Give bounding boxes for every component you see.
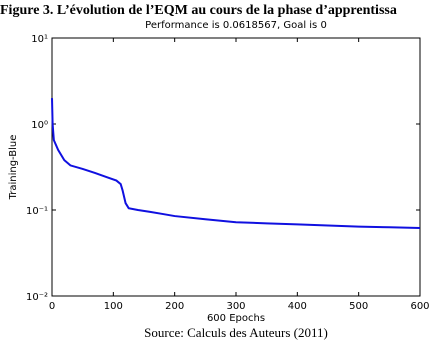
x-tick-label: 600 <box>410 301 429 312</box>
y-tick-label: 10⁻² <box>26 292 48 303</box>
y-tick-label: 10⁰ <box>31 120 48 131</box>
x-tick-label: 200 <box>165 301 184 312</box>
x-tick-label: 300 <box>226 301 245 312</box>
figure-caption: Figure 3. L’évolution de l’EQM au cours … <box>0 3 397 18</box>
y-tick-label: 10¹ <box>31 34 48 45</box>
chart-title: Performance is 0.0618567, Goal is 0 <box>145 20 327 31</box>
x-tick-label: 500 <box>349 301 368 312</box>
x-tick-label: 100 <box>104 301 123 312</box>
y-axis-label: Training-Blue <box>8 135 19 201</box>
x-axis-label: 600 Epochs <box>207 313 265 324</box>
x-tick-label: 0 <box>49 301 55 312</box>
source: Source: Calculs des Auteurs (2011) <box>144 325 328 340</box>
plot-frame <box>51 37 421 297</box>
y-tick-label: 10⁻¹ <box>26 206 48 217</box>
line <box>51 98 421 229</box>
x-tick-label: 400 <box>288 301 307 312</box>
